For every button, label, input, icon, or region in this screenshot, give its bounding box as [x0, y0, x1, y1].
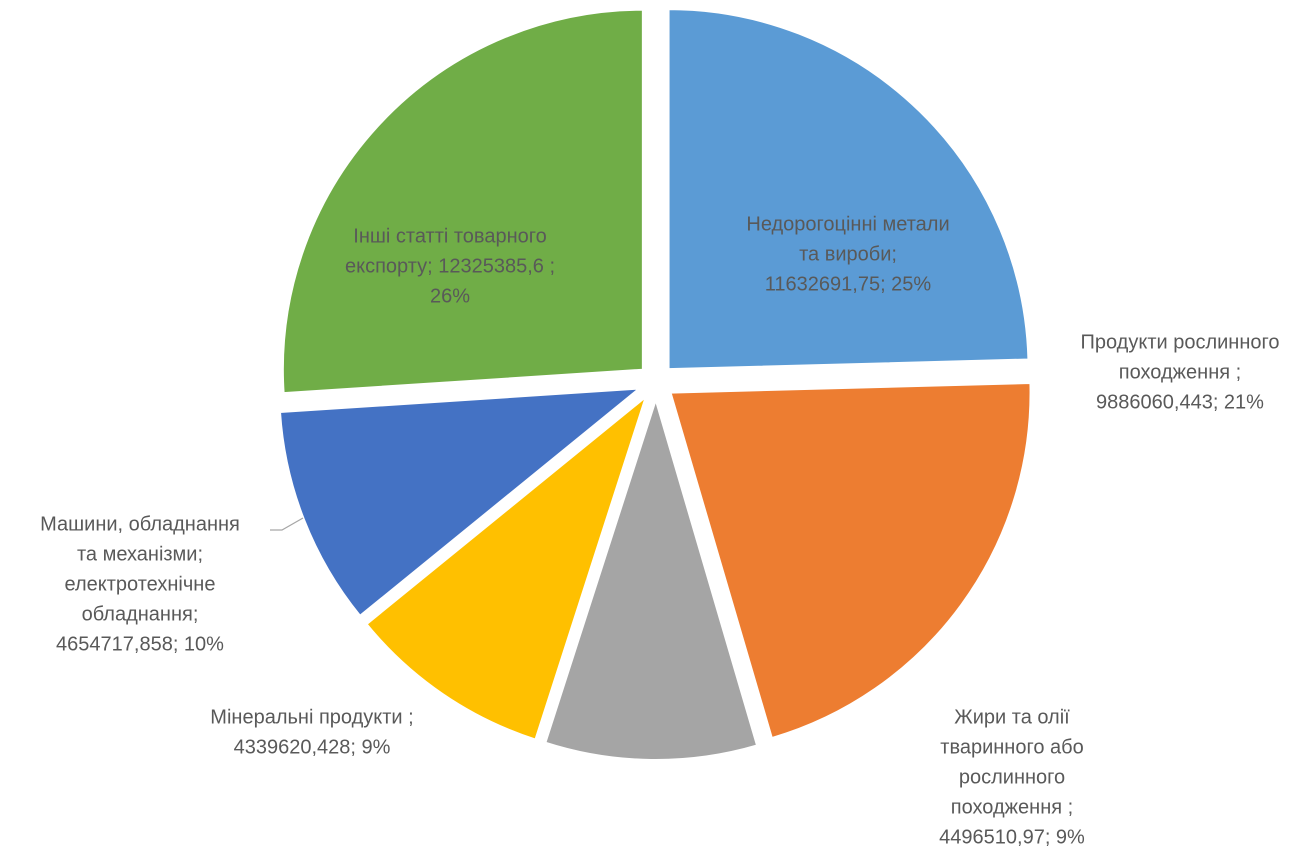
data-label: Інші статті товарного [353, 225, 546, 247]
pie-slice [365, 393, 648, 741]
data-label: Продукти рослинного [1081, 331, 1280, 353]
data-labels: Недорогоцінні метали та вироби; 11632691,7… [40, 213, 1279, 848]
pie [278, 8, 1032, 761]
data-label: тваринного або [940, 736, 1083, 758]
data-label: Жири та олії [954, 706, 1070, 728]
data-label: 11632691,75; 25% [765, 273, 932, 295]
data-label: Недорогоцінні метали [746, 213, 949, 235]
data-label: рослинного [959, 766, 1065, 788]
data-label: електротехнічне [65, 573, 216, 595]
data-label: 4654717,858; 10% [56, 633, 224, 655]
data-label: та механізми; [77, 543, 203, 565]
pie-slice [278, 387, 643, 618]
data-label: Мінеральні продукти ; [210, 706, 413, 728]
data-label: походження ; [1119, 361, 1241, 383]
data-label: та вироби; [799, 243, 897, 265]
data-label: 4339620,428; 9% [234, 736, 391, 758]
pie-slice [669, 381, 1032, 740]
leader-line [270, 517, 304, 531]
data-label: 9886060,443; 21% [1096, 391, 1264, 413]
data-label: Машини, обладнання [40, 513, 240, 535]
data-label: експорту; 12325385,6 ; [345, 255, 555, 277]
data-label: 4496510,97; 9% [939, 826, 1085, 848]
data-label: походження ; [951, 796, 1073, 818]
data-label: 26% [430, 285, 470, 307]
pie-slice [667, 8, 1030, 371]
data-label: обладнання; [82, 603, 199, 625]
pie-slice [281, 8, 644, 395]
pie-slice [544, 396, 759, 761]
